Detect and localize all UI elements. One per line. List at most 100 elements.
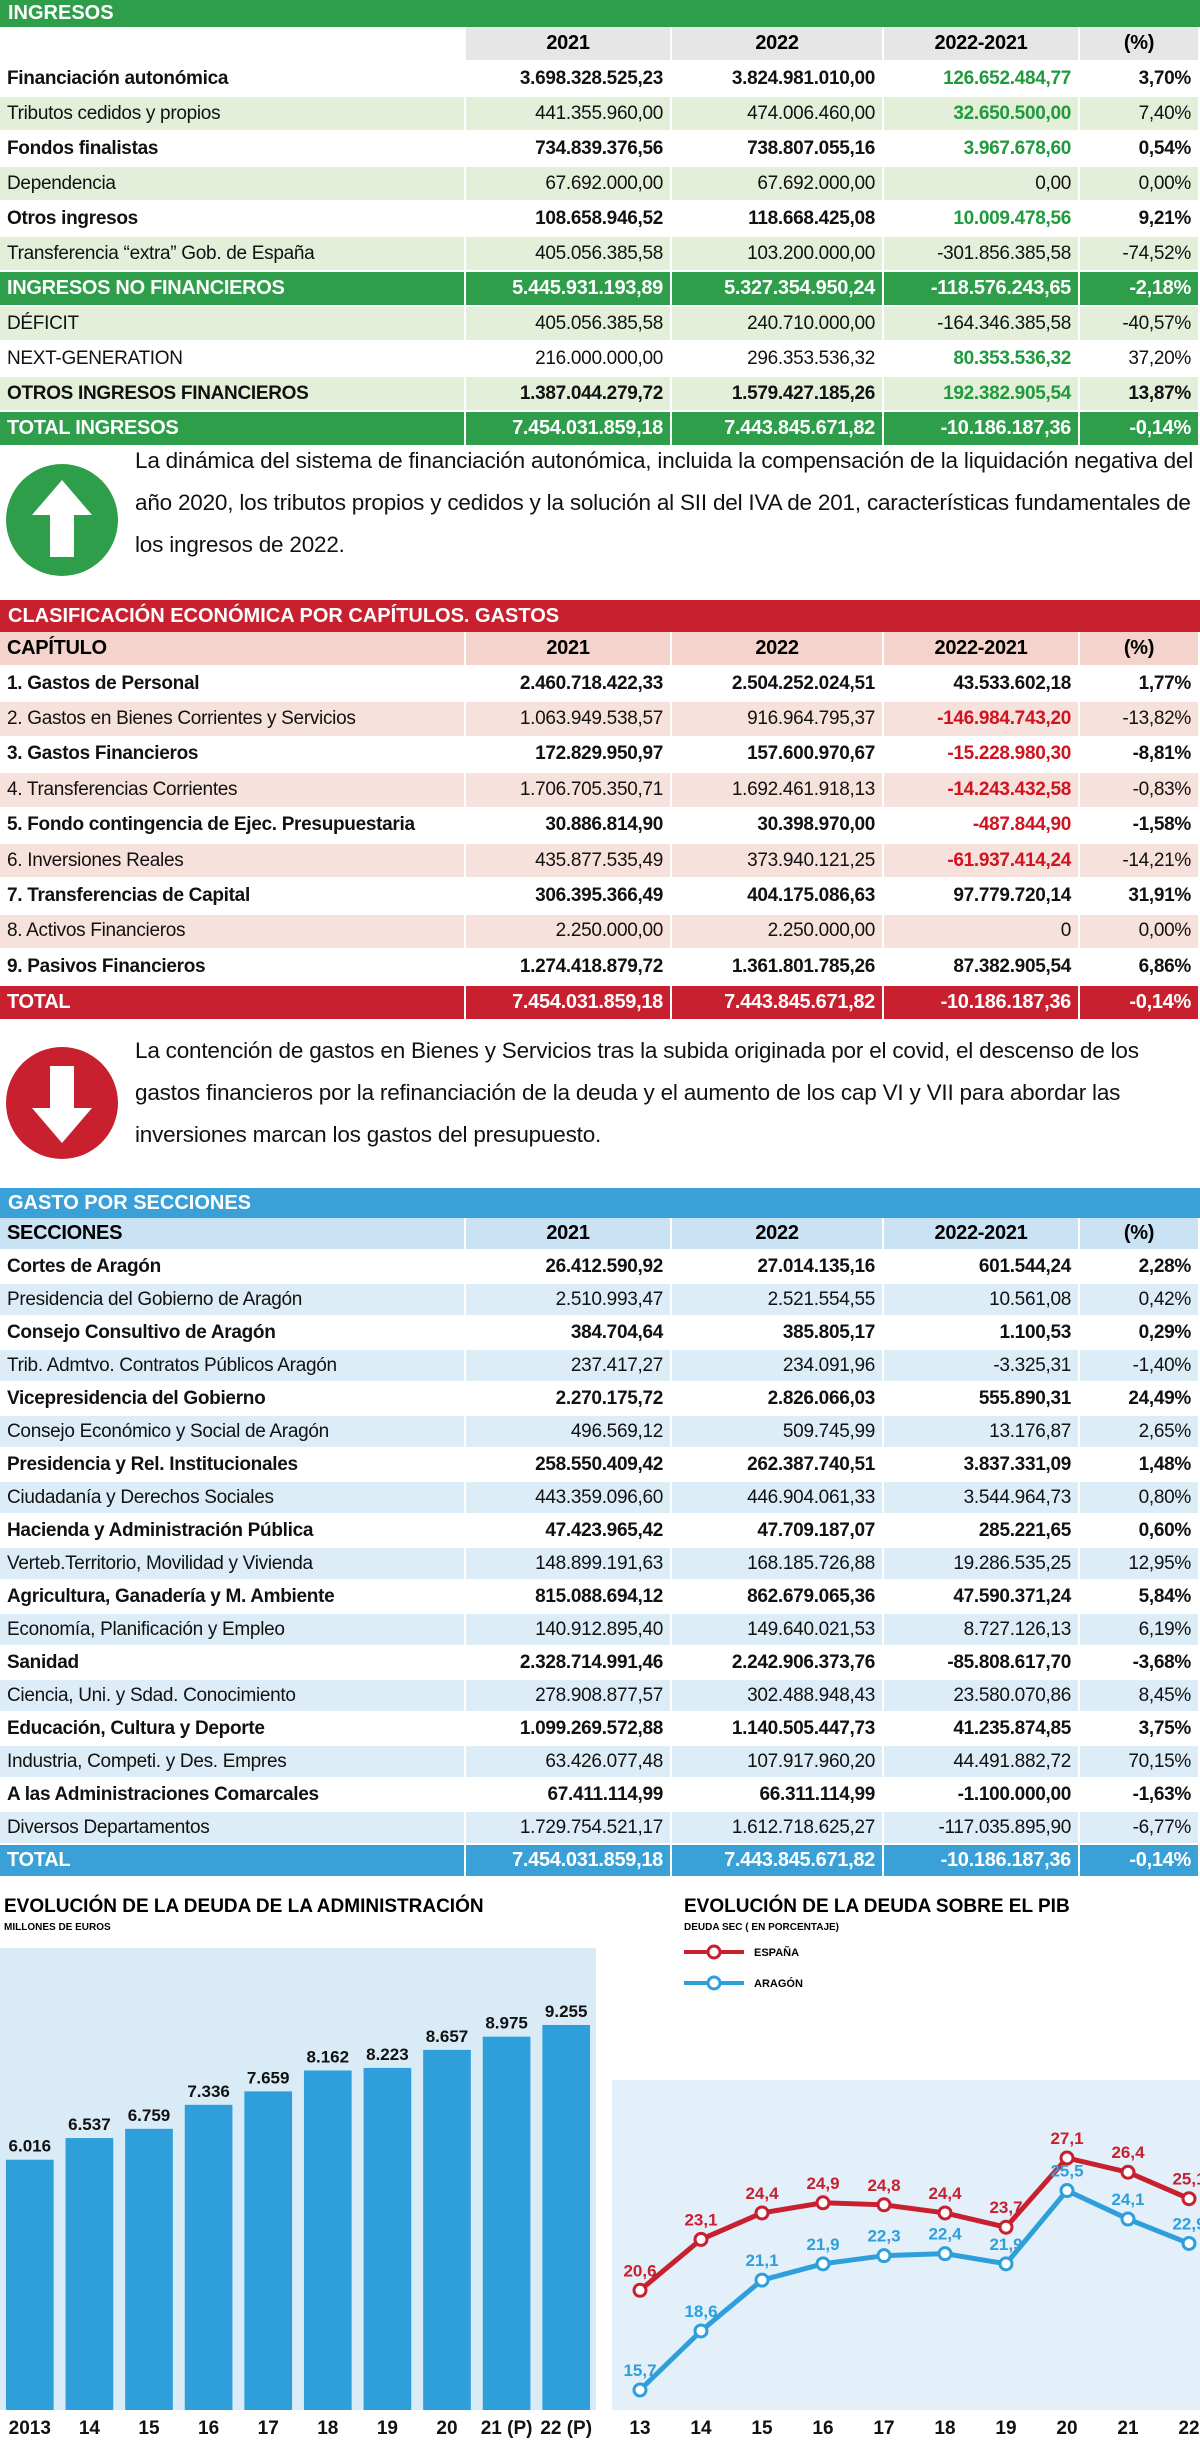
cell-value: -3,68% <box>1080 1647 1200 1678</box>
cell-value: 67.692.000,00 <box>466 167 672 200</box>
bar <box>65 2138 114 2410</box>
cell-value: 262.387.740,51 <box>672 1449 884 1480</box>
legend-label: ESPAÑA <box>754 1946 799 1959</box>
row-label: Tributos cedidos y propios <box>0 97 466 130</box>
cell-value: -0,14% <box>1080 412 1200 445</box>
table-row: Vicepresidencia del Gobierno 2.270.175,72… <box>0 1383 1200 1416</box>
cell-value: 237.417,27 <box>466 1350 672 1381</box>
table-row: A las Administraciones Comarcales 67.411.… <box>0 1779 1200 1812</box>
table-row: Economía, Planificación y Empleo 140.912.… <box>0 1614 1200 1647</box>
point-label: 21,9 <box>806 2235 839 2254</box>
cell-value: 5,84% <box>1080 1581 1200 1612</box>
total-row: TOTAL INGRESOS 7.454.031.859,18 7.443.845.… <box>0 412 1200 447</box>
cell-value: 157.600.970,67 <box>672 737 884 772</box>
row-label: 8. Activos Financieros <box>0 914 466 949</box>
header-cell: SECCIONES <box>0 1218 466 1249</box>
point <box>754 2205 770 2221</box>
cell-value: 3.967.678,60 <box>884 132 1080 165</box>
cell-value: 44.491.882,72 <box>884 1746 1080 1777</box>
row-label: Educación, Cultura y Deporte <box>0 1713 466 1744</box>
cell-value: -487.844,90 <box>884 808 1080 842</box>
debt-gdp-line-chart: EVOLUCIÓN DE LA DEUDA SOBRE EL PIB DEUDA … <box>612 1895 1200 2439</box>
x-tick-label: 20 <box>436 2418 457 2439</box>
bar-label: 8.223 <box>366 2045 409 2064</box>
bar <box>184 2104 233 2410</box>
cell-value: 30.886.814,90 <box>466 808 672 842</box>
row-label: Economía, Planificación y Empleo <box>0 1614 466 1645</box>
x-tick-label: 16 <box>198 2418 219 2439</box>
header-row: SECCIONES 2021 2022 2022-2021 (%) <box>0 1218 1200 1251</box>
cell-value: 97.779.720,14 <box>884 879 1080 913</box>
cell-value: 815.088.694,12 <box>466 1581 672 1612</box>
x-tick-label: 16 <box>812 2418 833 2439</box>
cell-value: -40,57% <box>1080 307 1200 340</box>
cell-value: 32.650.500,00 <box>884 97 1080 130</box>
point <box>1181 2235 1197 2251</box>
table-row: Hacienda y Administración Pública 47.423.… <box>0 1515 1200 1548</box>
table-row: Transferencia “extra” Gob. de España 405.… <box>0 237 1200 272</box>
cell-value: 234.091,96 <box>672 1350 884 1381</box>
bar <box>244 2091 293 2410</box>
row-label: Dependencia <box>0 167 466 200</box>
cell-value: 0,60% <box>1080 1515 1200 1546</box>
x-tick-label: 19 <box>377 2418 398 2439</box>
cell-value: 1.063.949.538,57 <box>466 702 672 736</box>
cell-value: 47.709.187,07 <box>672 1515 884 1546</box>
cell-value: 474.006.460,00 <box>672 97 884 130</box>
row-label: TOTAL <box>0 985 466 1019</box>
cell-value: 385.805,17 <box>672 1317 884 1348</box>
cell-value: 126.652.484,77 <box>884 62 1080 95</box>
table-row: NEXT-GENERATION 216.000.000,00 296.353.536… <box>0 342 1200 377</box>
cell-value: 3,75% <box>1080 1713 1200 1744</box>
cell-value: 24,49% <box>1080 1383 1200 1414</box>
point <box>937 2246 953 2262</box>
point-label: 25,5 <box>1050 2162 1083 2181</box>
cell-value: 10.561,08 <box>884 1284 1080 1315</box>
cell-value: 3.824.981.010,00 <box>672 62 884 95</box>
cell-value: 1.612.718.625,27 <box>672 1812 884 1843</box>
cell-value: 37,20% <box>1080 342 1200 375</box>
cell-value: 13.176,87 <box>884 1416 1080 1447</box>
header-cell: 2021 <box>466 27 672 60</box>
row-label: Financiación autonómica <box>0 62 466 95</box>
table-row: Fondos finalistas 734.839.376,56 738.807.0… <box>0 132 1200 167</box>
bar <box>303 2070 352 2410</box>
header-cell: 2022-2021 <box>884 632 1080 665</box>
row-label: Sanidad <box>0 1647 466 1678</box>
x-tick-label: 14 <box>690 2418 712 2439</box>
point <box>632 2382 648 2398</box>
header-row: 2021 2022 2022-2021 (%) <box>0 27 1200 62</box>
cell-value: 10.009.478,56 <box>884 202 1080 235</box>
cell-value: 2.460.718.422,33 <box>466 667 672 701</box>
table-row: Diversos Departamentos 1.729.754.521,17 1.… <box>0 1812 1200 1845</box>
cell-value: 2.510.993,47 <box>466 1284 672 1315</box>
x-tick-label: 21 (P) <box>481 2418 533 2439</box>
cell-value: 103.200.000,00 <box>672 237 884 270</box>
cell-value: 43.533.602,18 <box>884 667 1080 701</box>
cell-value: 916.964.795,37 <box>672 702 884 736</box>
cell-value: 738.807.055,16 <box>672 132 884 165</box>
table-title: INGRESOS <box>0 0 1200 27</box>
series-line <box>638 2187 1190 2392</box>
cell-value: 13,87% <box>1080 377 1200 410</box>
point-label: 25,1 <box>1172 2170 1200 2189</box>
table-row: Cortes de Aragón 26.412.590,92 27.014.135,… <box>0 1251 1200 1284</box>
cell-value: 7.454.031.859,18 <box>466 412 672 445</box>
cell-value: 2.826.066,03 <box>672 1383 884 1414</box>
table-row: OTROS INGRESOS FINANCIEROS 1.387.044.279,… <box>0 377 1200 412</box>
cell-value: 8.727.126,13 <box>884 1614 1080 1645</box>
table-row: Presidencia y Rel. Institucionales 258.55… <box>0 1449 1200 1482</box>
row-label: 2. Gastos en Bienes Corrientes y Servici… <box>0 702 466 736</box>
cell-value: 1.274.418.879,72 <box>466 950 672 984</box>
bar-label: 6.537 <box>68 2115 111 2134</box>
cell-value: 87.382.905,54 <box>884 950 1080 984</box>
x-tick-label: 19 <box>995 2418 1016 2439</box>
x-tick-label: 13 <box>629 2418 650 2439</box>
x-tick-label: 17 <box>873 2418 894 2439</box>
point-label: 15,7 <box>623 2361 656 2380</box>
cell-value: 63.426.077,48 <box>466 1746 672 1777</box>
header-cell: 2022-2021 <box>884 27 1080 60</box>
cell-value: 7,40% <box>1080 97 1200 130</box>
point-label: 21,9 <box>989 2235 1022 2254</box>
